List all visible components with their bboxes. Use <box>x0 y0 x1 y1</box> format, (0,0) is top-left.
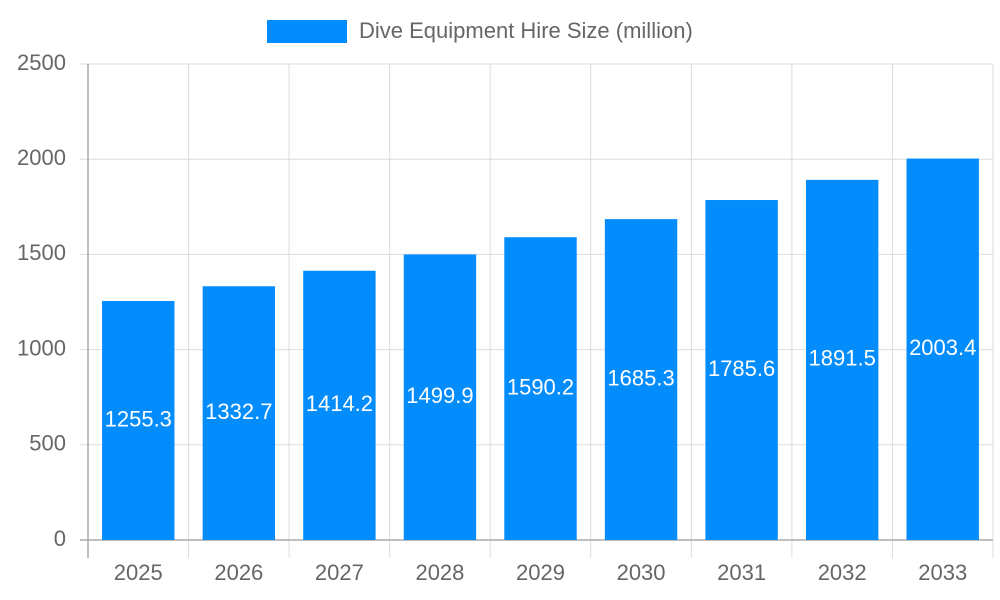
data-label: 1255.3 <box>105 406 172 431</box>
y-tick-label: 1500 <box>17 240 66 265</box>
bar <box>805 179 879 540</box>
x-tick-label: 2033 <box>918 560 967 585</box>
legend-label: Dive Equipment Hire Size (million) <box>359 18 693 43</box>
data-label: 1332.7 <box>205 399 272 424</box>
y-tick-label: 2500 <box>17 50 66 75</box>
x-tick-label: 2032 <box>818 560 867 585</box>
bar <box>604 219 678 540</box>
data-label: 1499.9 <box>406 383 473 408</box>
bar <box>403 254 477 540</box>
data-label: 1414.2 <box>306 391 373 416</box>
bar <box>303 270 376 540</box>
bar <box>504 237 577 540</box>
data-label: 1590.2 <box>507 374 574 399</box>
data-label: 1785.6 <box>708 356 775 381</box>
x-tick-label: 2031 <box>717 560 766 585</box>
bar <box>102 300 175 540</box>
y-tick-label: 0 <box>54 526 66 551</box>
x-tick-label: 2029 <box>516 560 565 585</box>
data-label: 1685.3 <box>607 365 674 390</box>
data-label: 1891.5 <box>809 346 876 371</box>
bar <box>202 286 276 540</box>
bar <box>705 200 778 540</box>
x-tick-label: 2026 <box>214 560 263 585</box>
y-tick-label: 500 <box>29 431 66 456</box>
data-label: 2003.4 <box>909 335 976 360</box>
x-tick-label: 2028 <box>415 560 464 585</box>
legend-swatch <box>267 20 347 43</box>
bar <box>906 158 979 540</box>
x-tick-label: 2030 <box>617 560 666 585</box>
y-tick-label: 2000 <box>17 145 66 170</box>
x-tick-label: 2027 <box>315 560 364 585</box>
y-tick-label: 1000 <box>17 335 66 360</box>
x-tick-label: 2025 <box>114 560 163 585</box>
